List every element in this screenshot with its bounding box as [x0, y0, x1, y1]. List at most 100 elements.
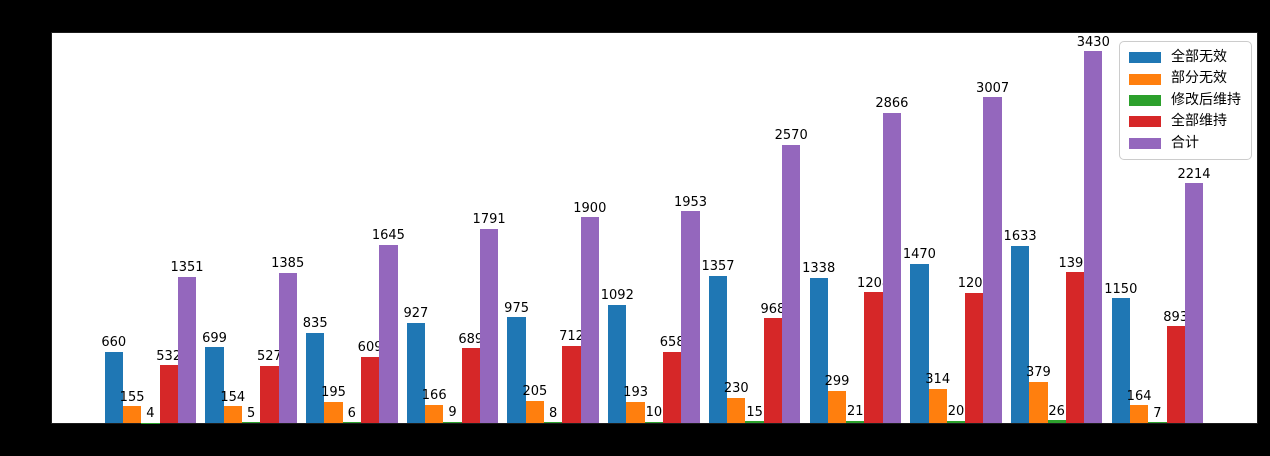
- bar-value-label: 2866: [875, 95, 909, 111]
- legend-item: 合计: [1129, 134, 1241, 151]
- legend-item: 修改后维持: [1129, 91, 1241, 108]
- bar-value-label: 205: [522, 384, 548, 400]
- bar-value-label: 379: [1025, 365, 1051, 381]
- bar-series-4-group-9: [983, 97, 1002, 423]
- bar-value-label: 1150: [1104, 281, 1138, 297]
- bar-value-label: 299: [824, 373, 850, 389]
- bars-layer: 660 155 4 532 1351 699 154 5 527 1385 835 195 6 609 16…: [52, 33, 1257, 423]
- bar-value-label: 699: [202, 330, 227, 346]
- bar-value-label: 1351: [170, 260, 204, 275]
- bar-value-label: 3007: [976, 80, 1010, 96]
- bar-series-0-group-6: [608, 304, 627, 423]
- bar-series-2-group-7: [745, 421, 764, 423]
- legend-item: 全部维持: [1129, 113, 1241, 130]
- bar-series-2-group-3: [342, 422, 361, 423]
- bar-value-label: 1092: [600, 288, 634, 304]
- bar-series-1-group-9: [928, 388, 947, 423]
- legend-label: 全部维持: [1171, 113, 1227, 130]
- bar-value-label: 968: [760, 301, 786, 317]
- bar-series-0-group-7: [708, 276, 728, 423]
- bar-value-label: 164: [1126, 388, 1152, 404]
- bar-value-label: 532: [156, 348, 182, 364]
- bar-value-label: 3430: [1076, 34, 1110, 50]
- bar-value-label: 835: [302, 315, 328, 331]
- bar-series-2-group-8: [846, 420, 865, 423]
- bar-value-label: 21: [847, 404, 864, 420]
- bar-value-label: 1953: [673, 194, 708, 210]
- bar-value-label: 26: [1048, 403, 1065, 419]
- bar-value-label: 6: [347, 405, 356, 421]
- bar-value-label: 1633: [1003, 229, 1037, 245]
- bar-value-label: 1208: [857, 275, 891, 291]
- bar-series-3-group-7: [763, 318, 783, 423]
- bar-series-1-group-1: [122, 406, 142, 423]
- bar-value-label: 230: [723, 381, 749, 397]
- bar-value-label: 4: [146, 405, 155, 421]
- bar-value-label: 195: [321, 385, 346, 401]
- bar-series-1-group-5: [525, 400, 545, 423]
- bar-series-0-group-5: [507, 317, 526, 423]
- legend: 全部无效 部分无效 修改后维持 全部维持 合计: [1119, 41, 1252, 160]
- bar-value-label: 975: [504, 300, 530, 316]
- bar-value-label: 154: [220, 389, 246, 405]
- bar-series-3-group-10: [1065, 272, 1085, 423]
- bar-series-0-group-10: [1010, 246, 1030, 423]
- bar-value-label: 9: [448, 405, 457, 421]
- bar-series-3-group-8: [864, 292, 883, 423]
- legend-swatch-icon: [1129, 137, 1161, 149]
- bar-value-label: 193: [623, 385, 649, 401]
- legend-label: 部分无效: [1171, 70, 1227, 87]
- bar-series-0-group-11: [1111, 298, 1130, 423]
- bar-value-label: 1203: [957, 276, 991, 292]
- bar-series-2-group-11: [1148, 422, 1167, 423]
- bar-value-label: 1645: [371, 228, 405, 244]
- bar-series-4-group-11: [1184, 183, 1204, 423]
- bar-value-label: 20: [947, 404, 965, 420]
- bar-value-label: 5: [246, 405, 256, 421]
- bar-series-4-group-4: [479, 228, 499, 423]
- bar-series-4-group-5: [580, 217, 599, 423]
- bar-series-3-group-1: [159, 365, 178, 423]
- bar-value-label: 314: [925, 372, 951, 388]
- bar-series-0-group-1: [104, 351, 123, 423]
- bar-series-2-group-10: [1047, 420, 1066, 423]
- bar-value-label: 527: [256, 349, 282, 365]
- bar-series-3-group-11: [1166, 326, 1185, 423]
- bar-value-label: 609: [357, 340, 383, 356]
- bar-value-label: 8: [549, 405, 558, 421]
- legend-swatch-icon: [1129, 73, 1161, 85]
- bar-value-label: 712: [559, 329, 584, 345]
- bar-series-3-group-9: [965, 292, 984, 423]
- bar-series-2-group-5: [544, 422, 563, 423]
- plot-area: 660 155 4 532 1351 699 154 5 527 1385 835 195 6 609 16…: [51, 32, 1258, 424]
- bar-series-4-group-2: [278, 272, 297, 423]
- bar-series-3-group-6: [663, 351, 682, 423]
- bar-series-2-group-2: [241, 422, 261, 423]
- bar-value-label: 7: [1153, 405, 1162, 421]
- bar-series-3-group-3: [360, 357, 380, 423]
- bar-series-4-group-3: [379, 244, 398, 423]
- bar-value-label: 1338: [802, 261, 836, 277]
- legend-label: 修改后维持: [1171, 91, 1241, 108]
- bar-series-0-group-4: [406, 322, 426, 423]
- bar-series-2-group-9: [946, 420, 966, 423]
- legend-label: 合计: [1171, 134, 1199, 151]
- bar-series-2-group-1: [141, 422, 160, 423]
- bar-series-2-group-6: [644, 421, 664, 423]
- bar-series-1-group-7: [727, 398, 746, 423]
- bar-value-label: 1470: [902, 247, 936, 263]
- bar-series-1-group-2: [223, 406, 242, 423]
- bar-series-0-group-9: [910, 263, 929, 423]
- bar-series-1-group-11: [1129, 405, 1149, 423]
- bar-value-label: 1385: [271, 256, 305, 272]
- bar-value-label: 155: [119, 389, 145, 405]
- bar-series-1-group-6: [626, 402, 645, 423]
- bar-value-label: 1900: [573, 200, 607, 216]
- legend-swatch-icon: [1129, 52, 1161, 64]
- bar-series-3-group-4: [461, 348, 480, 423]
- bar-series-4-group-10: [1084, 51, 1103, 423]
- bar-series-4-group-7: [782, 144, 801, 423]
- bar-value-label: 927: [403, 305, 429, 321]
- bar-value-label: 1392: [1058, 255, 1092, 271]
